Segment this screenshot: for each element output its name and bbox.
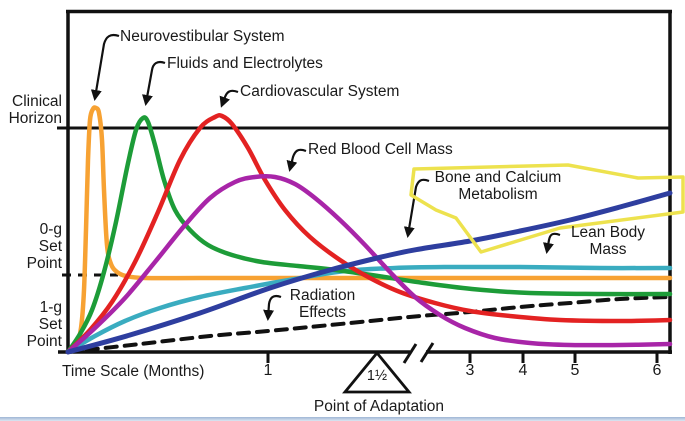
- red-blood-cell-leader-arrow: [286, 148, 307, 172]
- bone-calcium-highlight-outline: [409, 163, 685, 254]
- x-ticks: [266, 352, 659, 363]
- curve-neurovestibular: [65, 105, 673, 355]
- zero-g-setpoint-label: 0-g Set Point: [26, 221, 62, 272]
- curve-layer: [65, 105, 673, 355]
- one-g-setpoint-label: 1-g Set Point: [26, 299, 62, 350]
- radiation-leader-arrow: [263, 294, 282, 321]
- lean-body-label: Lean Body Mass: [570, 224, 646, 258]
- radiation-label: Radiation Effects: [289, 287, 356, 321]
- clinical-horizon-label: Clinical Horizon: [8, 93, 62, 127]
- curve-bone_calcium: [65, 190, 673, 355]
- cardiovascular-leader-arrow: [219, 89, 239, 108]
- point-of-adaptation-triangle: [342, 350, 412, 394]
- fluids-label: Fluids and Electrolytes: [167, 55, 323, 72]
- x-tick-label-1: 1: [263, 362, 273, 379]
- curve-radiation: [66, 295, 672, 354]
- point-of-adaptation-label: Point of Adaptation: [313, 398, 445, 415]
- axis-break-slash-1: [402, 343, 418, 364]
- leader-arrows: [90, 33, 561, 321]
- x-axis-title: Time Scale (Months): [62, 363, 205, 380]
- curve-red_blood_cell: [65, 174, 673, 355]
- highlight-layer: [409, 163, 685, 254]
- lean-body-leader-arrow: [543, 232, 561, 254]
- axis-break-slash-2: [419, 342, 435, 363]
- cardiovascular-label: Cardiovascular System: [240, 83, 400, 100]
- plot-frame: [57, 9, 672, 354]
- x-tick-label-6: 6: [652, 362, 662, 379]
- red-blood-cell-label: Red Blood Cell Mass: [308, 141, 453, 158]
- bone-calcium-label: Bone and Calcium Metabolism: [434, 169, 562, 203]
- bottom-edge-strip: [0, 417, 685, 421]
- fluids-leader-arrow: [142, 60, 166, 106]
- curve-cardiovascular: [65, 113, 673, 355]
- x-tick-label-5: 5: [570, 362, 580, 379]
- x-tick-label-3: 3: [465, 362, 475, 379]
- neurovestibular-leader-arrow: [90, 33, 120, 101]
- neurovestibular-label: Neurovestibular System: [120, 28, 285, 45]
- bone-calcium-leader-arrow: [403, 178, 430, 238]
- x-tick-label-1half: 1½: [366, 368, 388, 384]
- axis-break: [402, 342, 435, 364]
- x-tick-label-4: 4: [518, 362, 528, 379]
